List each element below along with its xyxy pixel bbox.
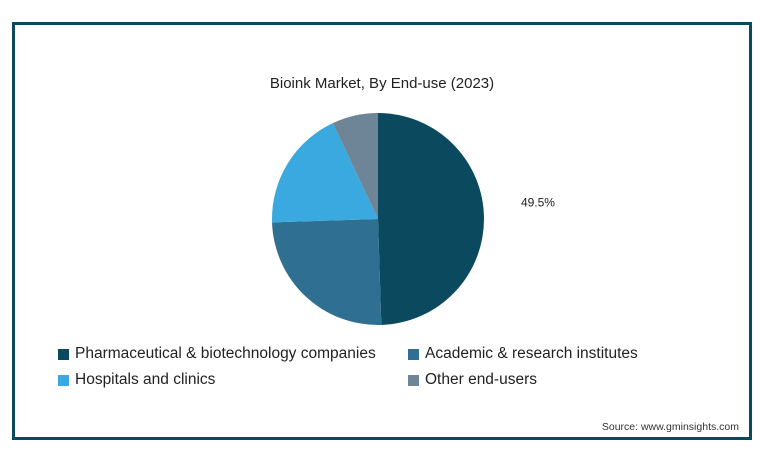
data-label-pharma: 49.5%	[521, 196, 555, 210]
legend-swatch-hospitals	[58, 375, 69, 386]
legend-item-academic: Academic & research institutes	[408, 345, 698, 363]
pie-slice-academic	[272, 219, 381, 325]
pie-slice-pharma	[378, 113, 484, 325]
legend-item-hospitals: Hospitals and clinics	[58, 371, 408, 389]
chart-legend: Pharmaceutical & biotechnology companies…	[58, 345, 698, 389]
legend-item-other: Other end-users	[408, 371, 698, 389]
legend-label-hospitals: Hospitals and clinics	[75, 371, 215, 389]
legend-label-pharma: Pharmaceutical & biotechnology companies	[75, 345, 376, 363]
legend-swatch-academic	[408, 349, 419, 360]
legend-swatch-other	[408, 375, 419, 386]
legend-label-other: Other end-users	[425, 371, 537, 389]
legend-item-pharma: Pharmaceutical & biotechnology companies	[58, 345, 408, 363]
legend-swatch-pharma	[58, 349, 69, 360]
chart-frame: Bioink Market, By End-use (2023) 49.5% P…	[12, 22, 752, 440]
legend-label-academic: Academic & research institutes	[425, 345, 638, 363]
source-note: Source: www.gminsights.com	[602, 421, 739, 433]
